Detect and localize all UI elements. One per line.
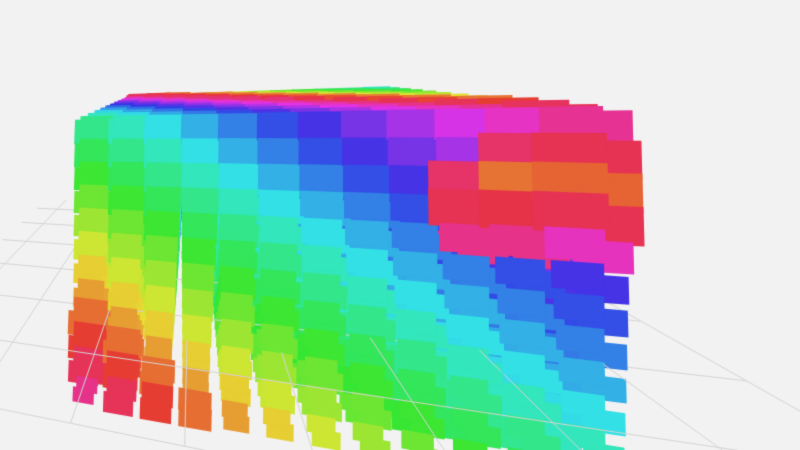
- webgl-demo-viewport: [0, 0, 800, 450]
- cube-lattice-canvas[interactable]: [0, 0, 800, 450]
